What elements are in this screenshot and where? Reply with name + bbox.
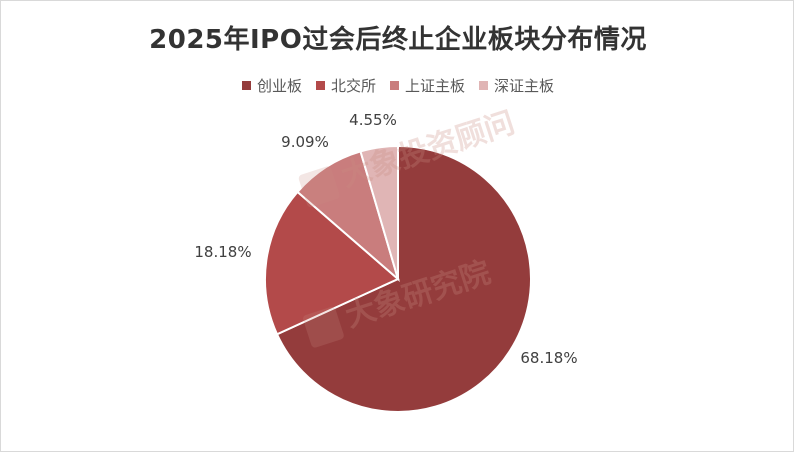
data-label-1: 18.18% bbox=[194, 243, 251, 261]
legend-label-0: 创业板 bbox=[256, 77, 302, 95]
legend-label-2: 上证主板 bbox=[405, 77, 466, 95]
legend-label-3: 深证主板 bbox=[494, 77, 555, 95]
pie-data-labels: 68.18% 18.18% 9.09% 4.55% bbox=[194, 111, 577, 367]
pie-slices bbox=[264, 144, 533, 413]
chart-title: 2025年IPO过会后终止企业板块分布情况 bbox=[149, 25, 647, 55]
legend-swatch-3 bbox=[479, 81, 489, 90]
pie-slice-1[interactable] bbox=[264, 190, 400, 336]
pie-slice-0[interactable] bbox=[275, 144, 533, 413]
pie-slice-3[interactable] bbox=[359, 144, 399, 280]
data-label-3: 4.55% bbox=[349, 111, 397, 129]
data-label-2: 9.09% bbox=[281, 133, 329, 151]
data-label-0: 68.18% bbox=[520, 349, 577, 367]
legend-item-2[interactable]: 上证主板 bbox=[390, 75, 465, 96]
legend-swatch-0 bbox=[241, 81, 251, 90]
legend: 创业板 北交所 上证主板 深证主板 bbox=[1, 75, 794, 96]
legend-item-0[interactable]: 创业板 bbox=[241, 75, 302, 96]
legend-swatch-2 bbox=[390, 81, 399, 90]
legend-label-1: 北交所 bbox=[330, 77, 376, 95]
legend-swatch-1 bbox=[315, 81, 325, 90]
legend-item-1[interactable]: 北交所 bbox=[315, 75, 376, 96]
legend-item-3[interactable]: 深证主板 bbox=[479, 75, 554, 96]
